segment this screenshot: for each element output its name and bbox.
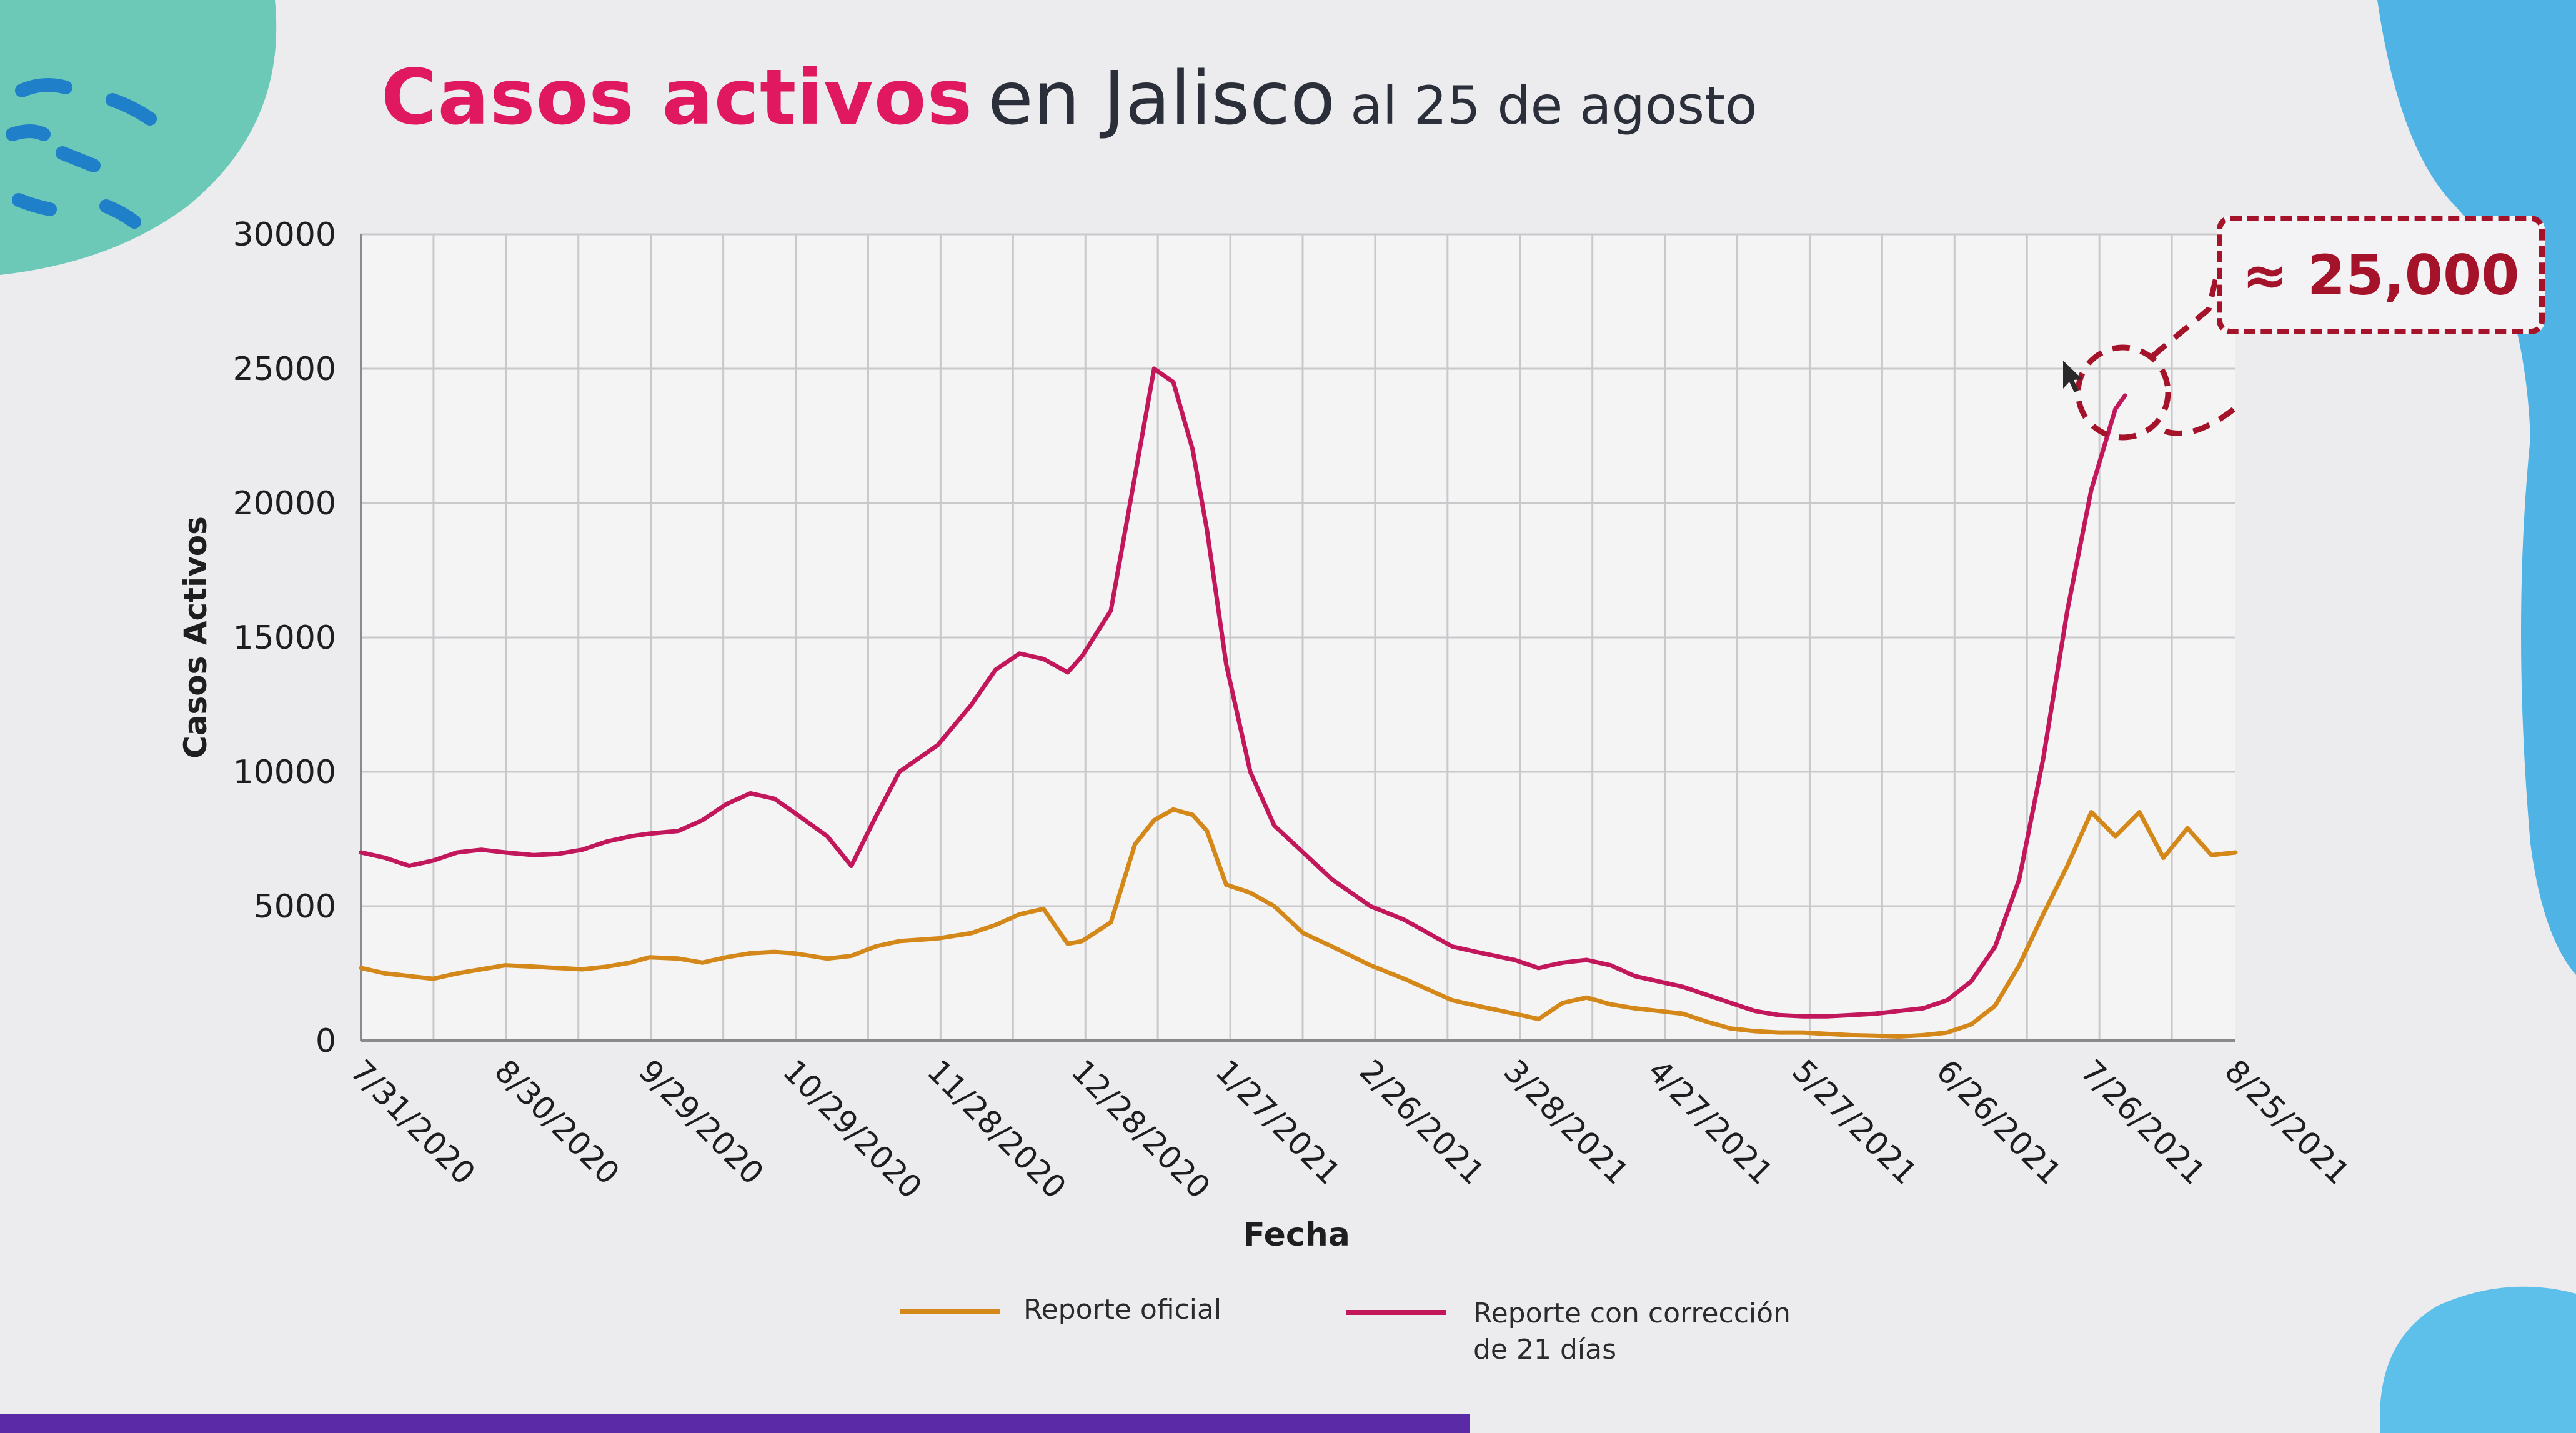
series-lines [359,366,2238,1039]
bottom-accent-bar [0,1414,1470,1433]
x-tick-label: 11/28/2020 [920,1052,1073,1206]
decor-teal-blob [0,0,277,275]
x-tick-label: 8/25/2021 [2218,1052,2357,1191]
decor-blue-blob-top [2377,0,2576,975]
x-tick-label: 1/27/2021 [1208,1052,1347,1191]
slide-title: Casos activos en Jalisco al 25 de agosto [381,59,1757,136]
y-tick-label: 10000 [233,754,336,791]
y-tick-label: 20000 [233,485,336,522]
x-tick-label: 2/26/2021 [1353,1052,1491,1191]
title-location: en Jalisco [988,55,1336,141]
x-tick-label: 8/30/2020 [487,1052,626,1191]
grid [360,233,2235,1042]
title-date: al 25 de agosto [1350,75,1758,136]
x-tick-label: 6/26/2021 [1929,1052,2068,1191]
y-tick-label: 5000 [254,888,336,926]
legend-label-oficial: Reporte oficial [1023,1294,1221,1326]
decor-dash-marks [6,78,157,229]
callout-box: ≈ 25,000 [2217,216,2545,334]
y-axis-label: Casos Activos [177,516,214,759]
x-tick-label: 7/26/2021 [2074,1052,2212,1191]
x-tick-labels: 7/31/2020 8/30/2020 9/29/2020 10/29/202011/… [344,1052,2357,1206]
y-tick-labels: 0 5000 10000 15000 20000 25000 30000 [233,216,336,1060]
title-highlight: Casos activos [381,53,973,142]
x-tick-label: 9/29/2020 [632,1052,770,1191]
x-tick-label: 4/27/2021 [1641,1052,1779,1191]
series-line-reporte-correccion [359,366,2127,1019]
x-axis-label: Fecha [1243,1216,1350,1254]
decor-blue-blob-bottom [2380,1286,2576,1433]
mouse-cursor-icon [2063,361,2082,392]
x-tick-label: 7/31/2020 [344,1052,482,1191]
callout-marker [2075,274,2235,441]
x-tick-label: 3/28/2021 [1497,1052,1636,1191]
x-tick-label: 12/28/2020 [1064,1052,1217,1206]
y-tick-label: 15000 [233,619,336,657]
y-tick-label: 25000 [233,351,336,388]
y-tick-label: 0 [316,1022,336,1060]
x-tick-label: 10/29/2020 [776,1052,929,1206]
y-tick-label: 30000 [233,216,336,254]
legend-label-corregido: Reporte con corrección de 21 días [1473,1297,1791,1366]
series-line-reporte-oficial [359,807,2238,1039]
x-tick-label: 5/27/2021 [1785,1052,1924,1191]
legend: Reporte oficial Reporte con corrección de… [900,1294,1791,1366]
